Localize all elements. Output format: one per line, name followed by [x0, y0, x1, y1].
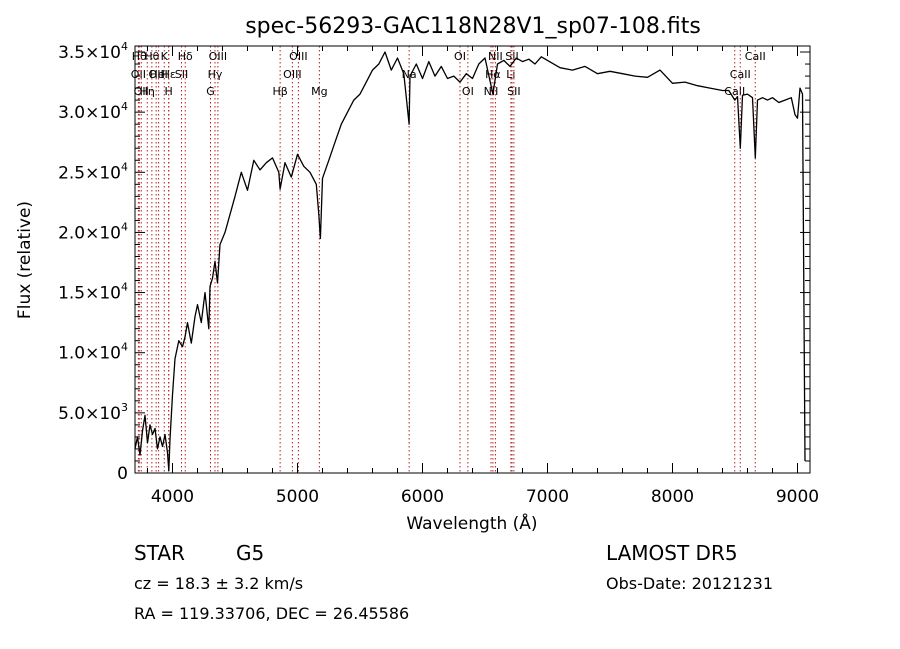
- line-label: NII: [484, 85, 499, 98]
- line-label: Hβ: [272, 85, 287, 98]
- y-tick-label: 0: [117, 464, 128, 484]
- line-label: Hη: [140, 85, 155, 98]
- line-label: SII: [507, 85, 520, 98]
- plot-frame: [134, 45, 811, 474]
- y-tick-label: 3.5×104: [58, 40, 128, 63]
- line-label: OIII: [289, 50, 307, 63]
- subclass: G5: [236, 541, 265, 565]
- line-label: Hε: [162, 68, 176, 81]
- redshift-text: cz = 18.3 ± 3.2 km/s: [134, 574, 304, 593]
- y-tick-label: 3.0×104: [58, 100, 128, 123]
- y-tick-label: 1.5×104: [58, 281, 128, 304]
- x-tick-label: 9000: [776, 487, 819, 507]
- line-label: Li: [506, 68, 515, 81]
- x-axis-label: Wavelength (Å): [406, 512, 537, 534]
- y-tick-label: 2.0×104: [58, 220, 128, 243]
- line-label: OIII: [209, 50, 227, 63]
- line-label: NII: [488, 50, 503, 63]
- line-label: OIII: [283, 68, 301, 81]
- line-label: Mg: [311, 85, 327, 98]
- line-label: SII: [505, 50, 518, 63]
- line-label: SII: [175, 68, 188, 81]
- x-tick-label: 4000: [151, 487, 194, 507]
- line-markers: OIIHθOIIHηHθOIIHeIKHHεSIIHδGHγOIIIHβOIII…: [131, 46, 766, 473]
- line-label: OII: [131, 68, 146, 81]
- object-class: STAR: [134, 541, 185, 565]
- line-label: Hθ: [144, 50, 159, 63]
- axis-ticks: 4000 5000 6000 7000 8000 9000 0 5.0×103 1.0×104 1…: [58, 40, 819, 507]
- line-label: OI: [454, 50, 466, 63]
- x-tick-label: 8000: [651, 487, 694, 507]
- line-label: CaII: [745, 50, 766, 63]
- x-tick-label: 7000: [526, 487, 569, 507]
- chart-title: spec-56293-GAC118N28V1_sp07-108.fits: [245, 14, 701, 39]
- obs-date: Obs-Date: 20121231: [606, 574, 774, 593]
- coordinates: RA = 119.33706, DEC = 26.45586: [134, 604, 410, 623]
- line-label: G: [206, 85, 215, 98]
- x-tick-label: 5000: [276, 487, 319, 507]
- line-label: HeI: [149, 68, 167, 81]
- line-label: Hγ: [208, 68, 223, 81]
- line-label: OI: [462, 85, 474, 98]
- x-tick-label: 6000: [401, 487, 444, 507]
- line-label: Hθ: [132, 50, 147, 63]
- spectrum-line: [134, 51, 806, 472]
- line-label: Hδ: [178, 50, 193, 63]
- y-tick-label: 2.5×104: [58, 160, 128, 183]
- line-label: CaII: [730, 68, 751, 81]
- line-label: K: [161, 50, 169, 63]
- y-tick-label: 1.0×104: [58, 341, 128, 364]
- line-label: OII: [149, 68, 164, 81]
- y-tick-label: 5.0×103: [58, 401, 128, 424]
- y-axis-label: Flux (relative): [15, 201, 35, 319]
- survey-name: LAMOST DR5: [606, 541, 738, 565]
